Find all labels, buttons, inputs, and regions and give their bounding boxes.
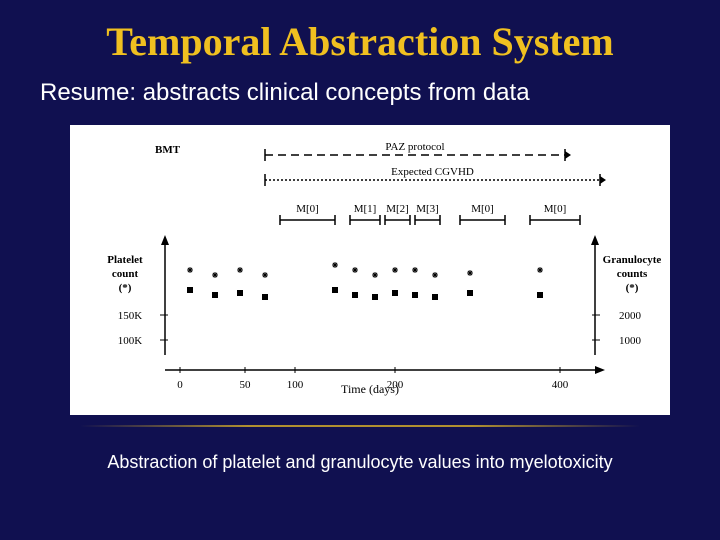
y-right-ticks: 2000 1000 bbox=[592, 310, 642, 347]
svg-text:1000: 1000 bbox=[619, 335, 642, 347]
svg-text:count: count bbox=[112, 268, 139, 280]
bmt-label: BMT bbox=[155, 144, 181, 156]
slide-root: Temporal Abstraction System Resume: abst… bbox=[0, 0, 720, 540]
y-left-label: Platelet count (*) bbox=[107, 254, 143, 294]
svg-text:Expected CGVHD: Expected CGVHD bbox=[391, 166, 474, 178]
svg-text:(*): (*) bbox=[626, 282, 639, 294]
y-right-label: Granulocyte counts (*) bbox=[603, 254, 662, 294]
svg-text:100: 100 bbox=[287, 379, 304, 391]
protocol-bars: PAZ protocol Expected CGVHD bbox=[265, 141, 606, 186]
chart-panel: BMT PAZ protocolExpected CGVHD M[0]M[1]M… bbox=[70, 125, 670, 415]
y-left-arrow bbox=[161, 235, 169, 245]
x-axis-arrow bbox=[595, 366, 605, 374]
svg-text:400: 400 bbox=[552, 379, 569, 391]
x-axis-label: Time (days) bbox=[341, 382, 399, 396]
svg-text:M[0]: M[0] bbox=[544, 203, 567, 215]
svg-text:counts: counts bbox=[617, 268, 648, 280]
svg-text:0: 0 bbox=[177, 379, 183, 391]
granulocyte-points bbox=[187, 287, 543, 300]
svg-text:M[3]: M[3] bbox=[416, 203, 439, 215]
abstraction-bars: M[0] M[1] M[2] M[3] M[0] M[0] bbox=[280, 203, 580, 225]
divider-bar bbox=[80, 425, 640, 427]
svg-text:100K: 100K bbox=[118, 335, 143, 347]
y-right-arrow bbox=[591, 235, 599, 245]
slide-title: Temporal Abstraction System bbox=[40, 20, 680, 64]
slide-subtitle: Resume: abstracts clinical concepts from… bbox=[40, 79, 680, 107]
svg-text:M[0]: M[0] bbox=[471, 203, 494, 215]
svg-text:50: 50 bbox=[240, 379, 252, 391]
chart-svg: BMT PAZ protocolExpected CGVHD M[0]M[1]M… bbox=[70, 125, 670, 415]
svg-text:M[0]: M[0] bbox=[296, 203, 319, 215]
svg-text:(*): (*) bbox=[119, 282, 132, 294]
svg-text:150K: 150K bbox=[118, 310, 143, 322]
svg-text:Platelet: Platelet bbox=[107, 254, 143, 266]
y-left-ticks: 150K 100K bbox=[118, 310, 168, 347]
platelet-points bbox=[187, 262, 543, 278]
svg-text:M[1]: M[1] bbox=[354, 203, 377, 215]
svg-text:2000: 2000 bbox=[619, 310, 642, 322]
svg-text:PAZ protocol: PAZ protocol bbox=[385, 141, 444, 153]
slide-caption: Abstraction of platelet and granulocyte … bbox=[40, 452, 680, 473]
svg-text:M[2]: M[2] bbox=[386, 203, 409, 215]
svg-text:Granulocyte: Granulocyte bbox=[603, 254, 662, 266]
